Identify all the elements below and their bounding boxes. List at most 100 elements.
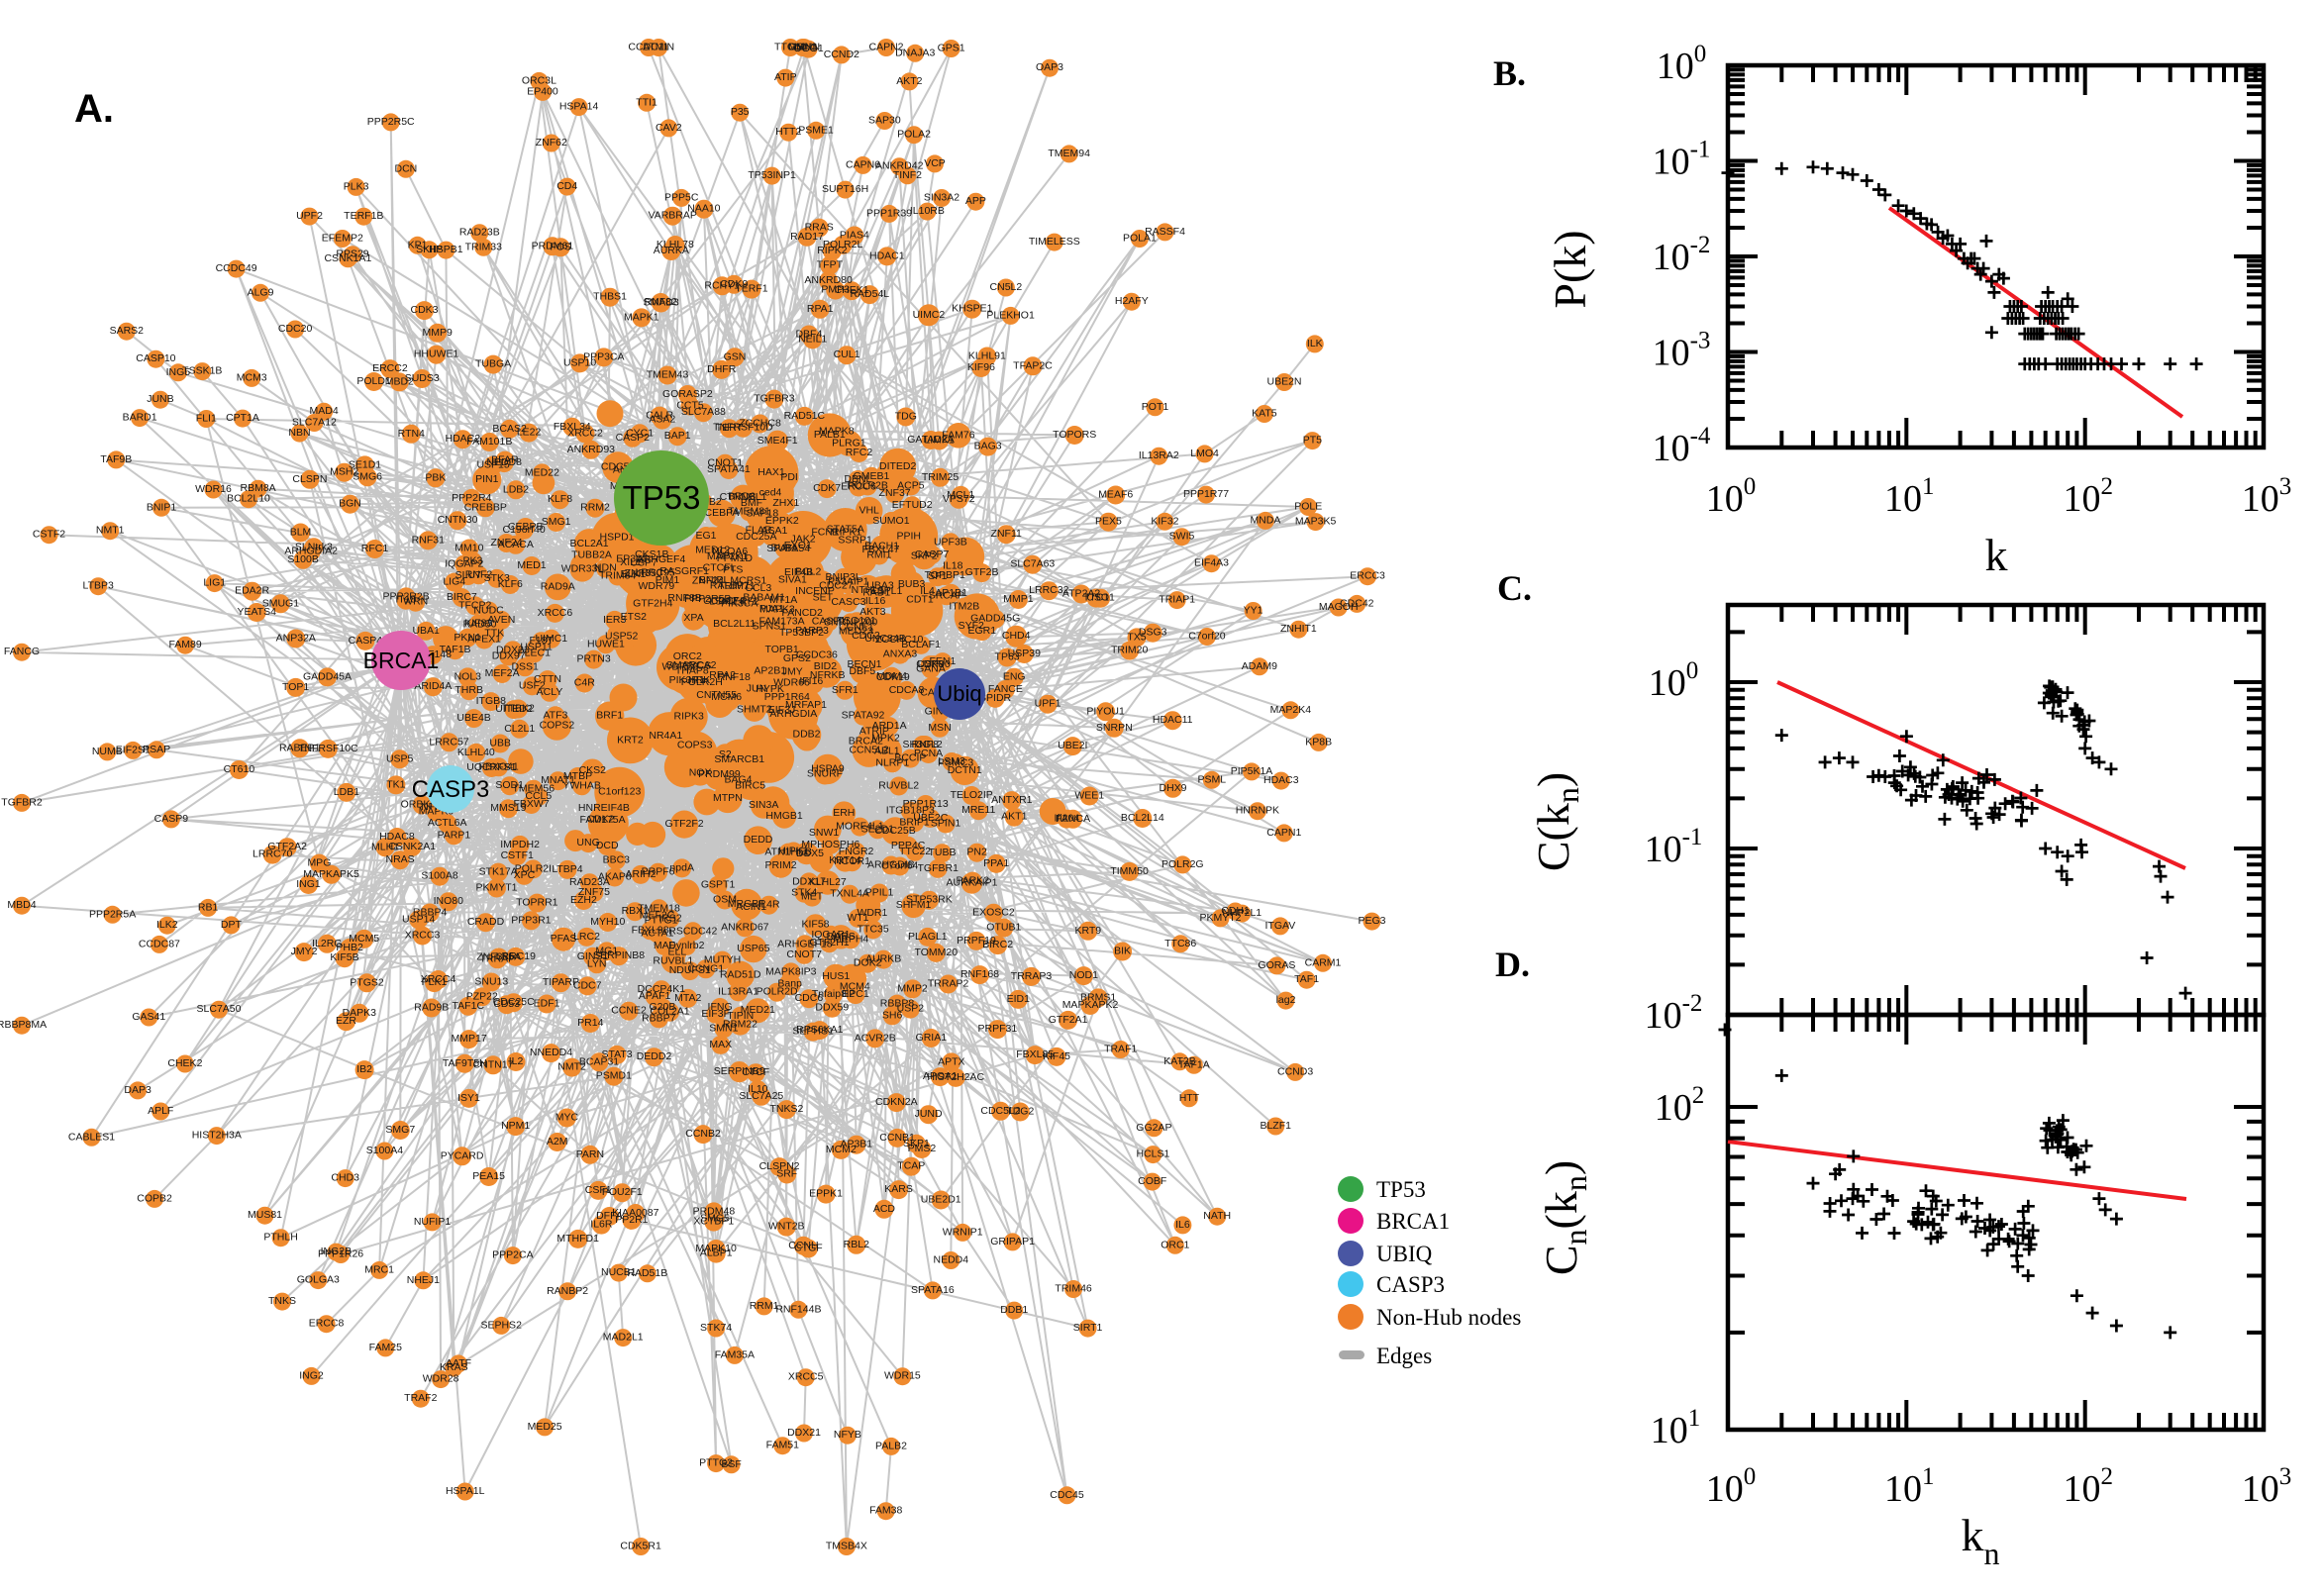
svg-text:ITGB8: ITGB8 (476, 695, 507, 707)
svg-text:BCAS2: BCAS2 (492, 423, 527, 435)
svg-text:ACTA1: ACTA1 (641, 927, 673, 939)
svg-text:CAPN6: CAPN6 (846, 158, 880, 170)
svg-text:ERCC3: ERCC3 (1350, 570, 1385, 582)
svg-text:TRAF2: TRAF2 (404, 1392, 437, 1404)
svg-text:SNURF: SNURF (807, 767, 843, 779)
svg-text:FOS: FOS (550, 241, 571, 252)
svg-text:UBE2N: UBE2N (1266, 376, 1301, 388)
svg-text:PALB2: PALB2 (875, 1440, 907, 1451)
svg-text:CDK3: CDK3 (410, 304, 438, 316)
svg-text:SIN3A2: SIN3A2 (924, 192, 960, 204)
svg-text:MYH10: MYH10 (590, 916, 625, 928)
svg-text:PPP5C: PPP5C (664, 191, 699, 203)
svg-text:RAD9B: RAD9B (414, 1002, 449, 1014)
svg-text:NR4A1: NR4A1 (649, 730, 682, 742)
svg-text:GPS1: GPS1 (938, 43, 965, 54)
svg-text:GANA: GANA (916, 662, 946, 674)
svg-text:TXNL4A: TXNL4A (830, 888, 869, 900)
svg-text:Edges: Edges (1376, 1344, 1432, 1368)
svg-text:MMS19: MMS19 (490, 802, 526, 814)
svg-text:EPPK2: EPPK2 (765, 515, 799, 527)
svg-text:CAV2: CAV2 (656, 122, 682, 134)
svg-text:TRRAP3: TRRAP3 (1011, 970, 1053, 982)
svg-text:RASSF4: RASSF4 (1145, 226, 1185, 238)
svg-text:G20B: G20B (649, 1001, 675, 1013)
svg-text:MCM6: MCM6 (711, 691, 742, 703)
svg-text:FAM38: FAM38 (869, 1505, 902, 1517)
svg-text:SHMT2: SHMT2 (737, 704, 772, 716)
svg-text:ASA2: ASA2 (649, 414, 675, 426)
svg-text:YY1: YY1 (1244, 605, 1263, 617)
svg-text:RAD23B: RAD23B (459, 227, 500, 239)
svg-text:MCL1: MCL1 (947, 489, 974, 501)
svg-text:RNF31: RNF31 (412, 534, 445, 546)
svg-text:SWI5: SWI5 (1169, 531, 1195, 543)
svg-text:PSML: PSML (1198, 773, 1227, 785)
svg-text:CASP3: CASP3 (1376, 1272, 1445, 1297)
svg-text:PPP1R39: PPP1R39 (866, 207, 912, 219)
svg-text:PPP2R5C: PPP2R5C (367, 116, 415, 128)
svg-text:POU2F1: POU2F1 (602, 1186, 643, 1198)
svg-text:SF1: SF1 (928, 570, 947, 582)
svg-text:LMO4: LMO4 (1190, 448, 1219, 459)
svg-text:ING2: ING2 (299, 1369, 324, 1381)
svg-text:MBD4: MBD4 (7, 899, 36, 911)
svg-text:MAP3K5: MAP3K5 (1295, 516, 1337, 528)
svg-text:TMEM81: TMEM81 (728, 505, 770, 517)
svg-text:ARD1A: ARD1A (872, 720, 907, 732)
svg-text:MUS81: MUS81 (248, 1209, 282, 1221)
svg-text:PIP5K1A: PIP5K1A (1231, 765, 1273, 777)
svg-text:TRIM33: TRIM33 (465, 241, 503, 252)
svg-text:UIMC2: UIMC2 (913, 309, 946, 321)
svg-text:NMT1: NMT1 (96, 525, 125, 537)
svg-text:KLHL78: KLHL78 (656, 239, 694, 250)
svg-text:CSTF2: CSTF2 (33, 529, 65, 541)
svg-text:C7orf20: C7orf20 (1188, 631, 1226, 643)
svg-text:CARM1: CARM1 (1305, 956, 1342, 968)
svg-text:DFFA: DFFA (596, 1210, 623, 1222)
svg-text:PTHLH: PTHLH (263, 1232, 297, 1244)
svg-text:SMN1: SMN1 (709, 1022, 738, 1034)
svg-text:IMPDH2: IMPDH2 (500, 839, 540, 850)
svg-text:RBL2: RBL2 (844, 1239, 869, 1250)
svg-text:ERH: ERH (833, 807, 855, 819)
svg-text:MMP1: MMP1 (1003, 593, 1033, 605)
svg-text:USP65: USP65 (737, 943, 769, 954)
svg-text:C.: C. (1497, 568, 1532, 608)
svg-text:PBK: PBK (425, 471, 446, 483)
svg-text:ITGB18P3: ITGB18P3 (886, 805, 935, 817)
svg-text:ZNF62: ZNF62 (536, 137, 567, 149)
svg-text:POLA2: POLA2 (897, 129, 931, 141)
svg-text:PIK3R1: PIK3R1 (669, 674, 705, 686)
svg-text:SMG7: SMG7 (385, 1124, 415, 1136)
svg-text:HSPB1: HSPB1 (429, 244, 463, 255)
svg-text:APP: APP (965, 195, 986, 207)
svg-text:FBXO41: FBXO41 (478, 760, 518, 772)
svg-text:PDI: PDI (780, 471, 798, 483)
svg-text:CT610: CT610 (224, 763, 255, 775)
svg-text:EDA2R: EDA2R (235, 585, 269, 597)
svg-text:TOPORS: TOPORS (1053, 429, 1096, 441)
svg-text:KRT9: KRT9 (1074, 925, 1101, 937)
svg-text:CLSPN: CLSPN (292, 473, 327, 485)
svg-text:MNAT1: MNAT1 (541, 774, 575, 786)
svg-text:TFAP2C: TFAP2C (1013, 359, 1053, 371)
svg-text:TOMM20: TOMM20 (915, 947, 959, 958)
svg-text:LDB1: LDB1 (334, 786, 359, 798)
svg-text:NLRP1: NLRP1 (875, 756, 909, 768)
svg-text:ADAM9: ADAM9 (1242, 660, 1277, 672)
svg-text:RAD9A: RAD9A (541, 580, 575, 592)
svg-text:RNF144B: RNF144B (775, 1303, 821, 1315)
svg-text:FAM51: FAM51 (766, 1440, 799, 1451)
svg-text:XRCC6: XRCC6 (538, 607, 573, 619)
svg-text:ARHGDIA2: ARHGDIA2 (284, 546, 338, 557)
svg-text:TP53: TP53 (623, 479, 701, 516)
svg-text:CL2L1: CL2L1 (504, 723, 535, 735)
svg-text:DCN: DCN (395, 162, 418, 174)
svg-text:CASP3: CASP3 (412, 776, 490, 803)
svg-text:PR14: PR14 (577, 1017, 603, 1029)
svg-text:TERF1: TERF1 (735, 283, 767, 295)
svg-text:TP53INP1: TP53INP1 (748, 169, 796, 181)
svg-text:HIST2H3A: HIST2H3A (192, 1130, 242, 1142)
svg-text:PK3: PK3 (462, 554, 482, 566)
